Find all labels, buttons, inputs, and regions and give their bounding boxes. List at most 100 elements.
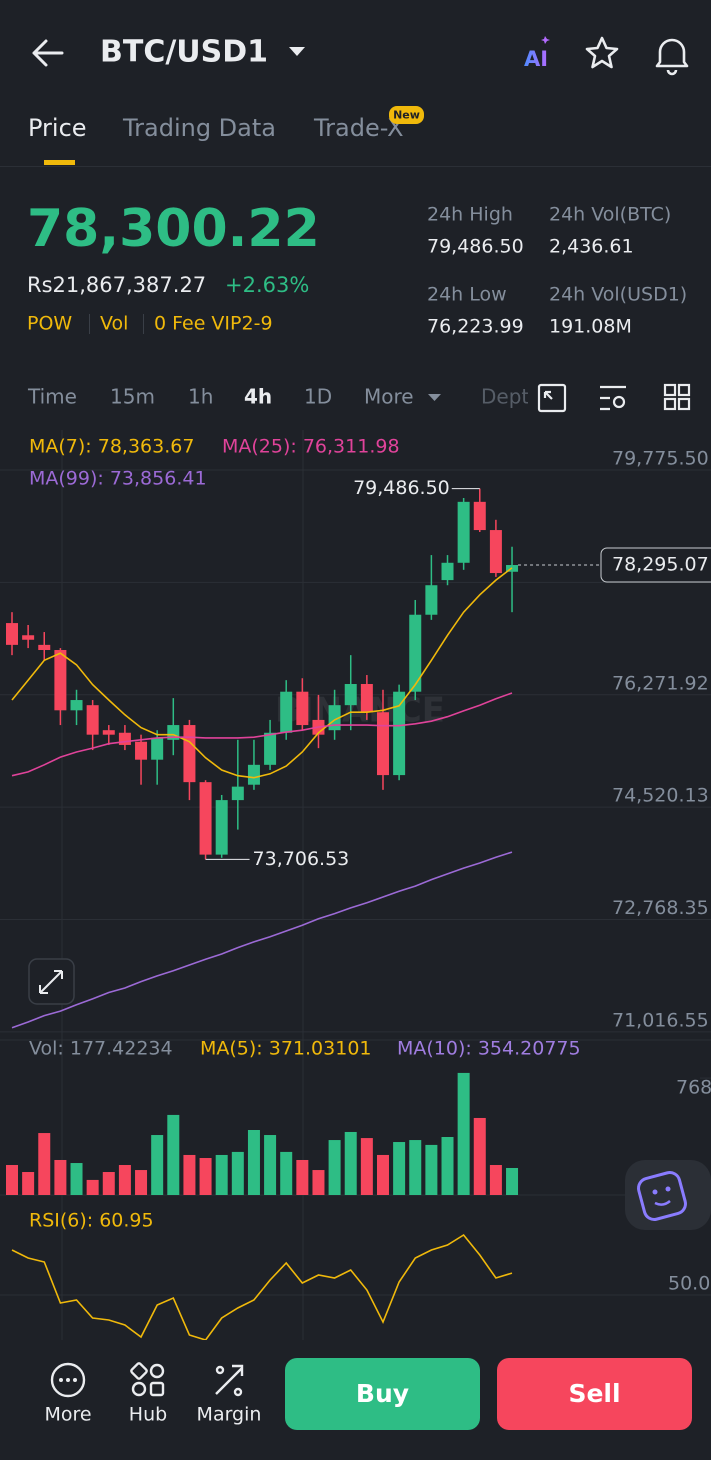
- tab-trading-data[interactable]: Trading Data: [122, 114, 276, 142]
- last-price-label: 78,295.07: [612, 554, 709, 576]
- ai-sparkle: [541, 36, 550, 44]
- fullscreen-icon: [39, 970, 63, 994]
- stat-label: 24h Vol(BTC): [549, 204, 671, 226]
- interval[interactable]: Time: [27, 385, 77, 409]
- ma-line: [11, 692, 513, 777]
- candle-body: [344, 684, 357, 706]
- candle-body: [489, 530, 502, 574]
- nav-more[interactable]: More: [44, 1404, 91, 1426]
- volume-bar: [312, 1170, 325, 1195]
- rsi-line: [11, 1233, 513, 1340]
- more-caret: [428, 394, 441, 401]
- tag[interactable]: POW: [27, 313, 72, 335]
- volume-bar: [441, 1137, 454, 1195]
- candle-body: [376, 712, 389, 776]
- candle-body: [296, 691, 309, 726]
- candle-body: [441, 562, 454, 581]
- candle-body: [473, 501, 486, 531]
- candle-body: [280, 691, 293, 733]
- candle-body: [70, 700, 83, 711]
- pair-title[interactable]: BTC/USD1: [100, 35, 268, 70]
- margin-icon[interactable]: [215, 1364, 244, 1397]
- price-change: +2.63%: [225, 273, 309, 297]
- divider: [0, 166, 711, 167]
- candle-body: [393, 691, 406, 776]
- volume-bar: [102, 1172, 115, 1195]
- ma-line: [11, 851, 513, 1029]
- last-price-box: [600, 547, 711, 583]
- interval[interactable]: 15m: [110, 385, 155, 409]
- tag[interactable]: Vol: [100, 313, 128, 335]
- candle-body: [409, 614, 422, 692]
- rsi-tick-label: 50.0: [668, 1273, 710, 1295]
- stat-value: 76,223.99: [427, 316, 524, 338]
- candle-body: [199, 782, 212, 855]
- candle-body: [183, 725, 196, 783]
- rsi-pane: [0, 1233, 711, 1340]
- more-icon[interactable]: [50, 1362, 86, 1398]
- ai-button[interactable]: AI: [524, 47, 548, 71]
- volume-bar: [425, 1144, 438, 1195]
- stat-value: 191.08M: [549, 316, 632, 338]
- tool-indicators[interactable]: [537, 383, 567, 413]
- tab-trade-x[interactable]: Trade-X: [313, 114, 404, 142]
- buy-label: Buy: [356, 1379, 409, 1408]
- volume-bar: [489, 1165, 502, 1195]
- interval[interactable]: 1D: [304, 385, 332, 409]
- stat-value: 2,436.61: [549, 236, 634, 258]
- tab-price[interactable]: Price: [28, 114, 87, 142]
- nav-margin[interactable]: Margin: [197, 1404, 262, 1426]
- assistant-button[interactable]: [636, 1170, 687, 1221]
- stat-label: 24h Low: [427, 284, 507, 306]
- volume-bar: [360, 1138, 373, 1195]
- stat-value: 79,486.50: [427, 236, 524, 258]
- volume-bar: [215, 1154, 228, 1195]
- low-label: 73,706.53: [253, 848, 350, 870]
- sell-button[interactable]: [497, 1358, 692, 1430]
- pair-caret[interactable]: [289, 47, 305, 56]
- volume-pane: [6, 1072, 711, 1195]
- tag-separator: [89, 314, 90, 334]
- tool-settings[interactable]: [600, 385, 626, 411]
- volume-bar: [38, 1133, 51, 1195]
- volume-label: Vol: 177.42234: [29, 1038, 173, 1060]
- tool-layout[interactable]: [663, 383, 677, 397]
- alert-button[interactable]: [655, 38, 689, 76]
- volume-ma-label: MA(5): 371.03101: [200, 1038, 372, 1060]
- volume-bar: [6, 1165, 18, 1195]
- buy-button[interactable]: [285, 1358, 480, 1430]
- candle-body: [86, 705, 99, 735]
- volume-tick-label: 768: [676, 1077, 711, 1099]
- ma-label: MA(99): 73,856.41: [29, 468, 207, 490]
- volume-bar: [393, 1142, 406, 1195]
- nav-hub[interactable]: Hub: [129, 1404, 167, 1426]
- volume-bar: [54, 1159, 67, 1195]
- volume-bar: [167, 1114, 180, 1195]
- sell-label: Sell: [568, 1379, 620, 1408]
- annotations: 79,775.5078,023.7176,271.9274,520.1372,7…: [205, 448, 711, 1295]
- interval-more[interactable]: More: [364, 385, 414, 409]
- ma-line: [11, 567, 513, 779]
- tag[interactable]: 0 Fee VIP2-9: [154, 313, 273, 335]
- candle-body: [6, 623, 18, 645]
- assistant-bg: [625, 1160, 711, 1230]
- volume-bar: [376, 1154, 389, 1195]
- volume-bar: [473, 1117, 486, 1195]
- rsi-label: RSI(6): 60.95: [29, 1210, 154, 1232]
- back-button[interactable]: [32, 39, 64, 67]
- candle-body: [38, 644, 51, 651]
- favorite-button[interactable]: [585, 36, 619, 69]
- volume-bar: [296, 1159, 309, 1195]
- volume-bar: [344, 1131, 357, 1195]
- y-tick-label: 74,520.13: [612, 785, 709, 807]
- volume-bar: [506, 1167, 519, 1195]
- interval[interactable]: 1h: [188, 385, 213, 409]
- volume-bar: [409, 1140, 422, 1195]
- tag-separator: [143, 314, 144, 334]
- hub-icon[interactable]: [130, 1362, 165, 1397]
- interval-active[interactable]: 4h: [244, 385, 272, 409]
- volume-bar: [22, 1172, 35, 1195]
- candle-body: [328, 705, 341, 731]
- y-tick-label: 76,271.92: [612, 672, 709, 694]
- stat-label: 24h High: [427, 204, 513, 226]
